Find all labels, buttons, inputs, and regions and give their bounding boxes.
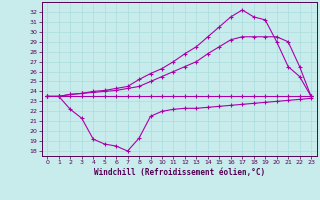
X-axis label: Windchill (Refroidissement éolien,°C): Windchill (Refroidissement éolien,°C) (94, 168, 265, 177)
